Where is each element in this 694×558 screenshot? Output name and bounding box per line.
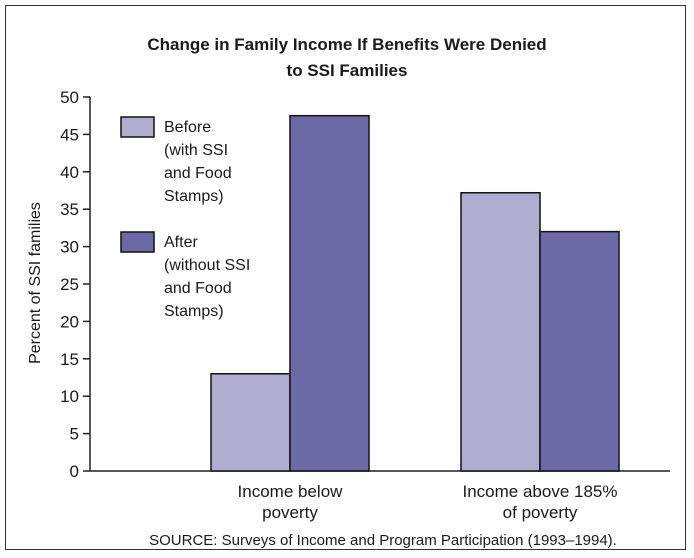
y-axis: 0 5 10 15 20 25 30 35 40 45 50 bbox=[60, 88, 670, 481]
y-tick-label-10: 10 bbox=[60, 387, 79, 406]
legend-label-before-line-1: (with SSI bbox=[164, 142, 228, 159]
legend-label-after-line-1: (without SSI bbox=[164, 257, 250, 274]
y-tick-label-15: 15 bbox=[60, 350, 79, 369]
y-tick-label-30: 30 bbox=[60, 238, 79, 257]
y-tick-label-45: 45 bbox=[60, 125, 79, 144]
legend-label-after-line-3: Stamps) bbox=[164, 303, 224, 320]
legend-label-after-line-2: and Food bbox=[164, 280, 232, 297]
bar-before-1 bbox=[460, 191, 541, 472]
legend: Before (with SSI and Food Stamps) After (with… bbox=[120, 116, 250, 320]
legend-swatch-before bbox=[120, 116, 155, 138]
y-tick-label-50: 50 bbox=[60, 88, 79, 107]
y-tick-label-25: 25 bbox=[60, 275, 79, 294]
chart-title-line-1: Change in Family Income If Benefits Were… bbox=[147, 35, 546, 54]
source-note: SOURCE: Surveys of Income and Program Pa… bbox=[149, 532, 617, 549]
y-tick-label-20: 20 bbox=[60, 312, 79, 331]
x-axis-labels: Income below poverty Income above 185% of p… bbox=[238, 482, 618, 522]
y-tick-label-40: 40 bbox=[60, 163, 79, 182]
legend-swatch-after bbox=[120, 231, 155, 253]
category-label-1-line-0: Income above 185% bbox=[463, 482, 618, 501]
bar-after-0 bbox=[289, 114, 370, 472]
legend-label-before-line-2: and Food bbox=[164, 165, 232, 182]
legend-label-after-line-0: After bbox=[164, 234, 198, 251]
y-tick-label-35: 35 bbox=[60, 200, 79, 219]
legend-label-before-line-3: Stamps) bbox=[164, 188, 224, 205]
y-tick-label-5: 5 bbox=[70, 425, 79, 444]
y-tick-label-0: 0 bbox=[70, 462, 79, 481]
chart-title-line-2: to SSI Families bbox=[287, 61, 408, 80]
y-axis-label: Percent of SSI families bbox=[27, 202, 44, 364]
bar-after-1 bbox=[539, 230, 620, 472]
legend-label-before-line-0: Before bbox=[164, 119, 211, 136]
bars-group bbox=[210, 114, 620, 472]
category-label-0-line-0: Income below bbox=[238, 482, 344, 501]
bar-before-0 bbox=[210, 373, 291, 472]
category-label-1-line-1: of poverty bbox=[503, 503, 578, 522]
category-label-0-line-1: poverty bbox=[262, 503, 318, 522]
